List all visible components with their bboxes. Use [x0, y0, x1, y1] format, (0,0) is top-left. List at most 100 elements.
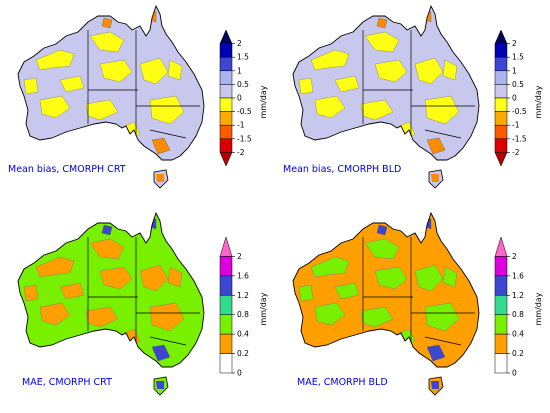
colorbar-swatch	[219, 84, 233, 99]
colorbar-swatch	[494, 256, 508, 277]
patch	[414, 264, 444, 292]
colorbar-swatch	[219, 29, 233, 44]
colorbar-tick-label: 0.5	[237, 80, 249, 89]
data-patches	[298, 9, 460, 183]
colorbar-swatch	[494, 314, 508, 335]
coastline	[17, 4, 205, 161]
patch	[149, 302, 185, 332]
colorbar-swatch	[219, 256, 233, 277]
colorbar-swatch	[494, 111, 508, 126]
coastline	[292, 211, 480, 368]
patch	[414, 57, 444, 85]
patch	[310, 49, 350, 71]
colorbar-tick-label: 1.5	[237, 53, 249, 62]
patch	[298, 77, 314, 95]
patch	[364, 238, 400, 260]
colorbar-tick-label: 1.5	[512, 53, 524, 62]
patch	[59, 75, 85, 93]
colorbar-swatch	[219, 43, 233, 58]
colorbar-unit-label: mm/day	[534, 85, 543, 118]
patch	[35, 49, 75, 71]
patch	[167, 266, 183, 288]
colorbar-swatch	[494, 275, 508, 296]
colorbar-swatch	[219, 56, 233, 72]
patch	[298, 284, 314, 302]
colorbar-tick-label: 2	[512, 39, 517, 48]
panel-caption: MAE, CMORPH BLD	[297, 377, 388, 388]
colorbar-swatch	[494, 138, 508, 153]
colorbar-tick-label: -1	[237, 121, 245, 130]
patch	[59, 282, 85, 300]
colorbar-swatch	[219, 275, 233, 296]
colorbar-tick-label: 0	[237, 94, 242, 103]
patch	[23, 77, 39, 95]
high-value-patch	[376, 224, 388, 236]
colorbar-swatch	[494, 70, 508, 85]
colorbar-tick-label: 1	[237, 66, 242, 75]
panel-caption: MAE, CMORPH CRT	[22, 377, 112, 388]
colorbar-swatch	[219, 353, 233, 374]
patch	[23, 284, 39, 302]
colorbar-tick-label: 0.8	[237, 310, 249, 319]
colorbar-swatch	[494, 295, 508, 315]
colorbar-swatch	[219, 97, 233, 112]
patch	[139, 264, 169, 292]
high-value-patch	[151, 137, 171, 155]
colorbar-tick-label: 1.2	[512, 291, 524, 300]
colorbar-swatch	[219, 295, 233, 315]
colorbar-tick-label: 0.8	[512, 310, 524, 319]
colorbar-tick-label: 1.6	[237, 271, 249, 280]
colorbar-tick-label: 1.2	[237, 291, 249, 300]
patch	[314, 95, 346, 119]
colorbar-tick-label: 2	[512, 252, 517, 261]
coastline	[292, 4, 480, 161]
patch	[442, 266, 458, 288]
coastline	[17, 211, 205, 368]
colorbar-tick-label: 0.2	[512, 349, 524, 358]
colorbar-unit-label: mm/day	[259, 292, 268, 325]
colorbar-tick-label: 1.6	[512, 271, 524, 280]
patch	[310, 256, 350, 278]
state-border	[424, 129, 462, 139]
panel-caption: Mean bias, CMORPH CRT	[8, 164, 126, 175]
panel-mae-crt: MAE, CMORPH CRT 2 1.6 1.2 0.8 0.4 0.2 0 mm/day	[0, 207, 275, 413]
panel-mae-bld: MAE, CMORPH BLD 2 1.6 1.2 0.8 0.4 0.2 0 mm/day	[275, 207, 550, 413]
patch	[374, 266, 408, 290]
colorbar-swatch	[219, 236, 233, 257]
colorbar: 2 1.5 1 0.5 0 -0.5 -1 -1.5 -2 mm/day	[493, 22, 548, 174]
panel-mean-bias-bld: Mean bias, CMORPH BLD 2 1.5 1 0.5 0 -0.5 -1 -1.…	[275, 0, 550, 206]
colorbar: 2 1.6 1.2 0.8 0.4 0.2 0 mm/day	[218, 229, 273, 381]
patch	[442, 59, 458, 81]
state-border	[149, 336, 187, 346]
colorbar-swatch	[494, 353, 508, 374]
patch	[334, 75, 360, 93]
colorbar-swatch	[494, 152, 508, 167]
patch	[99, 266, 133, 290]
colorbar-swatch	[219, 70, 233, 85]
high-value-patch	[151, 344, 171, 362]
colorbar-tick-label: -2	[237, 148, 245, 157]
state-border	[424, 336, 462, 346]
colorbar-swatch	[494, 56, 508, 72]
australia-map	[292, 211, 480, 396]
colorbar-tick-label: 2	[237, 252, 242, 261]
colorbar-tick-label: -2	[512, 148, 520, 157]
high-value-patch	[101, 17, 113, 29]
colorbar-swatch	[219, 124, 233, 140]
colorbar-tick-label: 0.4	[512, 330, 524, 339]
panel-caption: Mean bias, CMORPH BLD	[283, 164, 402, 175]
panel-mean-bias-crt: Mean bias, CMORPH CRT 2 1.5 1 0.5 0 -0.5 -1 -1.…	[0, 0, 275, 206]
patch	[334, 282, 360, 300]
patch	[139, 57, 169, 85]
colorbar-tick-label: -1.5	[237, 134, 252, 143]
colorbar-tick-label: 0	[512, 94, 517, 103]
patch	[149, 95, 185, 125]
patch	[39, 302, 71, 326]
colorbar-tick-label: -1.5	[512, 134, 527, 143]
colorbar: 2 1.6 1.2 0.8 0.4 0.2 0 mm/day	[493, 229, 548, 381]
colorbar-swatch	[219, 314, 233, 335]
patch	[89, 238, 125, 260]
patch	[89, 31, 125, 53]
colorbar-swatch	[494, 84, 508, 99]
mainland	[18, 6, 204, 160]
